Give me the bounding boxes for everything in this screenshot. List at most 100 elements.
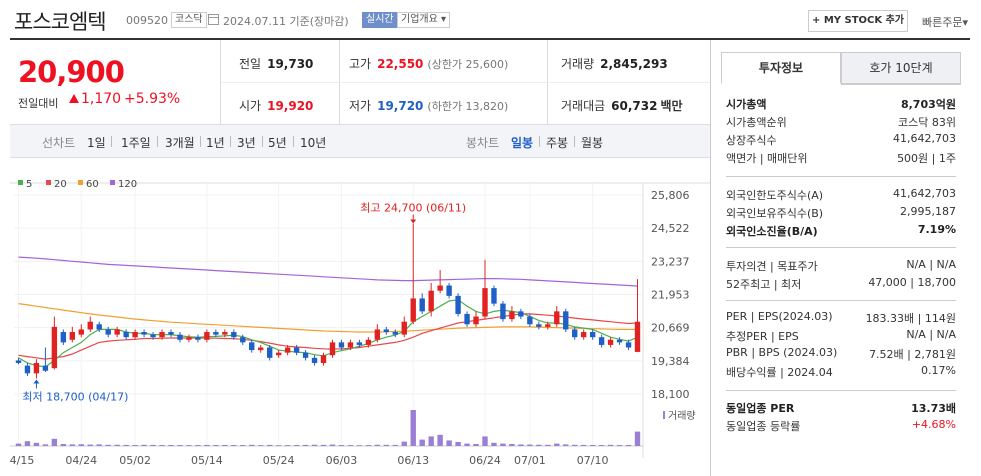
price-summary: 20,900 전일대비 1,170 +5.93% <box>10 40 221 124</box>
candle-body <box>302 352 309 358</box>
candle-body <box>482 288 488 317</box>
corp-overview-dropdown[interactable]: 기업개요 ▾ <box>397 12 451 28</box>
chevron-down-icon: ▾ <box>962 16 969 29</box>
period-5y[interactable]: 5년 <box>268 136 287 150</box>
info-row-label: PER | EPS(2024.03) <box>726 310 833 323</box>
candle-body <box>195 337 201 340</box>
volume-legend-swatch <box>663 411 665 419</box>
candle-body <box>132 332 138 338</box>
volume-bar <box>482 436 488 446</box>
calendar-icon <box>208 14 219 25</box>
x-tick-label: 04/24 <box>65 454 97 467</box>
quick-order-dropdown[interactable]: 빠른주문▾ <box>922 14 968 30</box>
legend-swatch <box>110 180 115 185</box>
live-button[interactable]: 실시간 <box>362 12 398 28</box>
candle-monthly[interactable]: 월봉 <box>581 136 604 150</box>
y-tick-label: 24,522 <box>651 222 690 235</box>
divider <box>221 82 710 83</box>
upper-limit: (상한가 25,600) <box>427 58 509 71</box>
candlestick-chart-svg: 25,806 24,522 23,237 21,953 20,669 19,384 18,1… <box>10 179 710 467</box>
divider <box>726 176 956 177</box>
volume-bar <box>150 444 156 446</box>
volume-bar <box>338 445 345 446</box>
info-row: PBR | BPS (2024.03) 7.52배 | 2,781원 <box>726 344 956 362</box>
period-bar: 선차트 1일 1주일 3개월 1년 3년 5년 10년 봉차트 일봉 주봉 월봉 <box>10 124 710 158</box>
volume-bar <box>410 410 416 446</box>
volume-bar <box>419 439 425 446</box>
volume-bar <box>213 445 219 446</box>
low-label: 저가 <box>349 99 372 113</box>
divider <box>230 136 231 147</box>
legend-swatch <box>78 180 83 185</box>
low-arrow-head <box>33 379 40 384</box>
period-10y[interactable]: 10년 <box>300 136 327 150</box>
volume-bar <box>168 444 174 446</box>
tab-order-book[interactable]: 호가 10단계 <box>841 52 961 84</box>
volume-label: 거래량 <box>668 410 696 422</box>
legend-label: 5 <box>26 179 32 190</box>
volume-bar <box>625 444 632 446</box>
ma-line-ma20 <box>18 313 638 360</box>
high-arrow-head <box>410 219 417 224</box>
volume-bar <box>114 444 120 446</box>
candle-body <box>473 316 479 325</box>
divider <box>574 136 575 147</box>
volume-bar <box>545 444 551 446</box>
volume-bar <box>616 445 623 446</box>
add-mystock-button[interactable]: + MY STOCK 추가 <box>808 10 908 32</box>
volume-bar <box>293 445 300 446</box>
volume-bar <box>141 444 147 446</box>
volume-bar <box>589 444 596 446</box>
volume-bar <box>473 444 479 446</box>
candle-body <box>491 288 497 304</box>
volume-bar <box>572 444 578 446</box>
candle-body <box>60 332 67 343</box>
candle-body <box>616 339 623 343</box>
candle-body <box>105 329 111 335</box>
candle-body <box>634 321 641 352</box>
change-percent: +5.93% <box>124 91 181 107</box>
candle-body <box>554 311 560 325</box>
info-row-value: N/A | N/A <box>906 328 956 341</box>
candle-body <box>114 329 120 335</box>
legend-label: 60 <box>86 179 99 190</box>
info-row-label: 액면가 | 매매단위 <box>726 152 808 165</box>
candle-body <box>580 332 587 338</box>
candle-daily[interactable]: 일봉 <box>511 136 534 150</box>
info-row-label: PBR | BPS (2024.03) <box>726 346 838 359</box>
candle-body <box>356 342 363 345</box>
tab-underline <box>841 84 961 85</box>
info-row: 시가총액 8,703억원 <box>726 94 956 112</box>
period-1d[interactable]: 1일 <box>87 136 106 150</box>
volume-bar <box>186 445 192 446</box>
candle-body <box>24 365 31 374</box>
info-row: 시가총액순위 코스닥 83위 <box>726 112 956 130</box>
change-label: 전일대비 <box>18 97 59 110</box>
candle-body <box>563 311 569 330</box>
period-1w[interactable]: 1주일 <box>121 136 151 150</box>
opinion-group: 투자의견 | 목표주가 N/A | N/A 52주최고 | 최저 47,000 | 1… <box>726 256 956 292</box>
info-row-label: 외국인보유주식수(B) <box>726 207 824 220</box>
volume-bar <box>500 443 506 446</box>
volume-bar <box>15 443 22 446</box>
info-row: 상장주식수 41,642,703 <box>726 130 956 148</box>
volume-bar <box>491 442 497 446</box>
amount-unit: 백만 <box>660 99 683 113</box>
open-price: 시가 19,920 <box>239 97 313 114</box>
amount-label: 거래대금 <box>561 99 606 113</box>
candle-body <box>69 332 76 340</box>
candle-body <box>275 352 282 356</box>
period-1y[interactable]: 1년 <box>206 136 225 150</box>
open-label: 시가 <box>239 99 262 113</box>
candle-weekly[interactable]: 주봉 <box>546 136 569 150</box>
period-3m[interactable]: 3개월 <box>165 136 195 150</box>
info-row: 배당수익률 | 2024.04 0.17% <box>726 362 956 380</box>
header-divider <box>10 38 970 40</box>
legend-swatch <box>46 180 51 185</box>
candle-body <box>419 298 425 312</box>
volume-bar <box>356 445 363 446</box>
prev-close: 전일 19,730 <box>239 55 313 72</box>
tab-investment-info[interactable]: 투자정보 <box>721 52 841 84</box>
legend-label: 20 <box>54 179 67 190</box>
period-3y[interactable]: 3년 <box>237 136 256 150</box>
